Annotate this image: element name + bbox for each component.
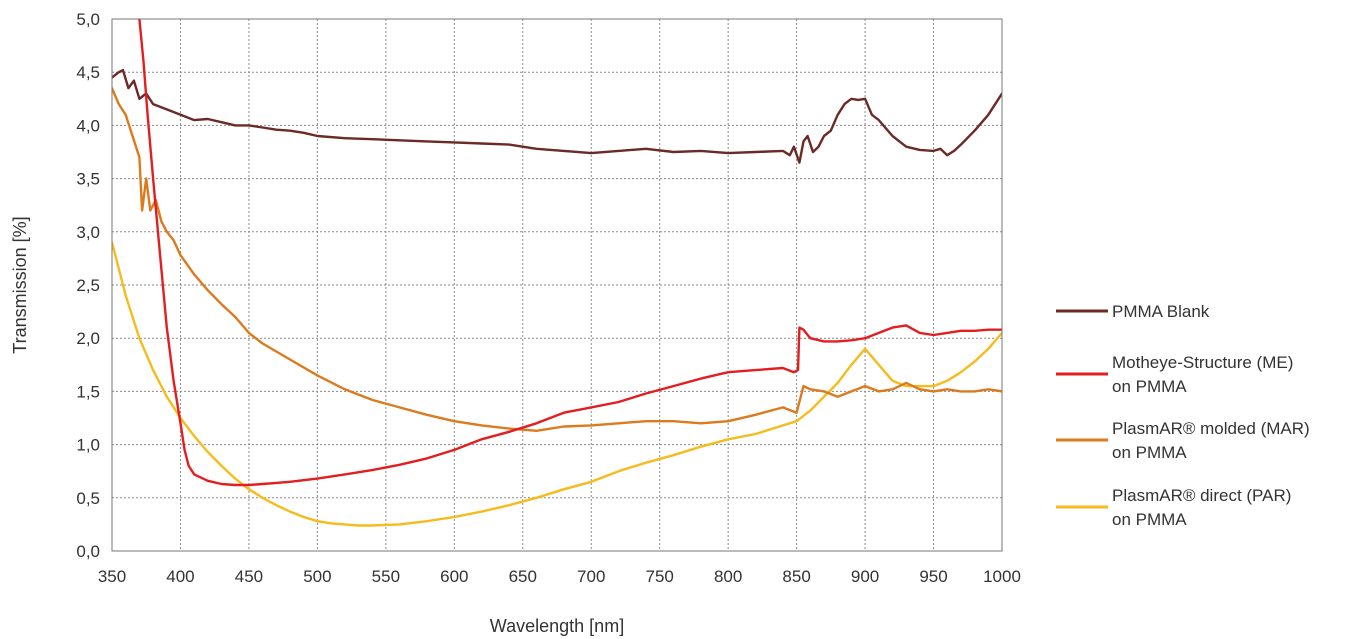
series-line-1 xyxy=(138,19,1002,487)
x-tick-label: 450 xyxy=(235,567,263,586)
y-tick-label: 3,5 xyxy=(76,170,100,189)
series-line-2 xyxy=(112,86,1002,432)
x-tick-label: 600 xyxy=(440,567,468,586)
x-tick-label: 900 xyxy=(851,567,879,586)
legend-label: Motheye-Structure (ME) xyxy=(1112,353,1293,372)
x-tick-label: 500 xyxy=(303,567,331,586)
x-tick-label: 1000 xyxy=(983,567,1021,586)
x-tick-label: 550 xyxy=(372,567,400,586)
x-axis-title: Wavelength [nm] xyxy=(490,616,624,636)
series-line-3 xyxy=(112,241,1002,527)
x-tick-label: 350 xyxy=(98,567,126,586)
x-tick-label: 800 xyxy=(714,567,742,586)
y-tick-label: 2,5 xyxy=(76,276,100,295)
y-tick-label: 2,0 xyxy=(76,329,100,348)
legend-label: PlasmAR® molded (MAR) xyxy=(1112,419,1310,438)
x-tick-label: 400 xyxy=(166,567,194,586)
y-tick-label: 1,5 xyxy=(76,382,100,401)
x-tick-label: 700 xyxy=(577,567,605,586)
x-tick-labels: 350 400 450 500 550 600 650 700 750 800 850 900 950 1… xyxy=(98,567,1021,586)
y-tick-label: 0,5 xyxy=(76,489,100,508)
y-tick-label: 4,0 xyxy=(76,116,100,135)
y-tick-label: 3,0 xyxy=(76,223,100,242)
legend-label: on PMMA xyxy=(1112,377,1187,396)
y-tick-label: 0,0 xyxy=(76,542,100,561)
legend-label: on PMMA xyxy=(1112,443,1187,462)
legend-label: PMMA Blank xyxy=(1112,302,1210,321)
series-line-0 xyxy=(112,68,1002,164)
legend: PMMA Blank Motheye-Structure (ME) on PMMA P… xyxy=(1056,302,1310,529)
y-tick-label: 5,0 xyxy=(76,10,100,29)
y-tick-label: 4,5 xyxy=(76,63,100,82)
y-axis-title: Transmission [%] xyxy=(10,216,30,353)
x-tick-label: 750 xyxy=(646,567,674,586)
grid xyxy=(112,19,1002,551)
x-tick-label: 850 xyxy=(782,567,810,586)
series-lines xyxy=(112,19,1002,527)
y-tick-label: 1,0 xyxy=(76,436,100,455)
x-tick-label: 950 xyxy=(919,567,947,586)
plot-frame xyxy=(111,18,1003,552)
x-tick-label: 650 xyxy=(509,567,537,586)
y-tick-labels: 0,0 0,5 1,0 1,5 2,0 2,5 3,0 3,5 4,0 4,5 5,0 xyxy=(76,10,100,561)
legend-label: PlasmAR® direct (PAR) xyxy=(1112,486,1291,505)
legend-label: on PMMA xyxy=(1112,510,1187,529)
